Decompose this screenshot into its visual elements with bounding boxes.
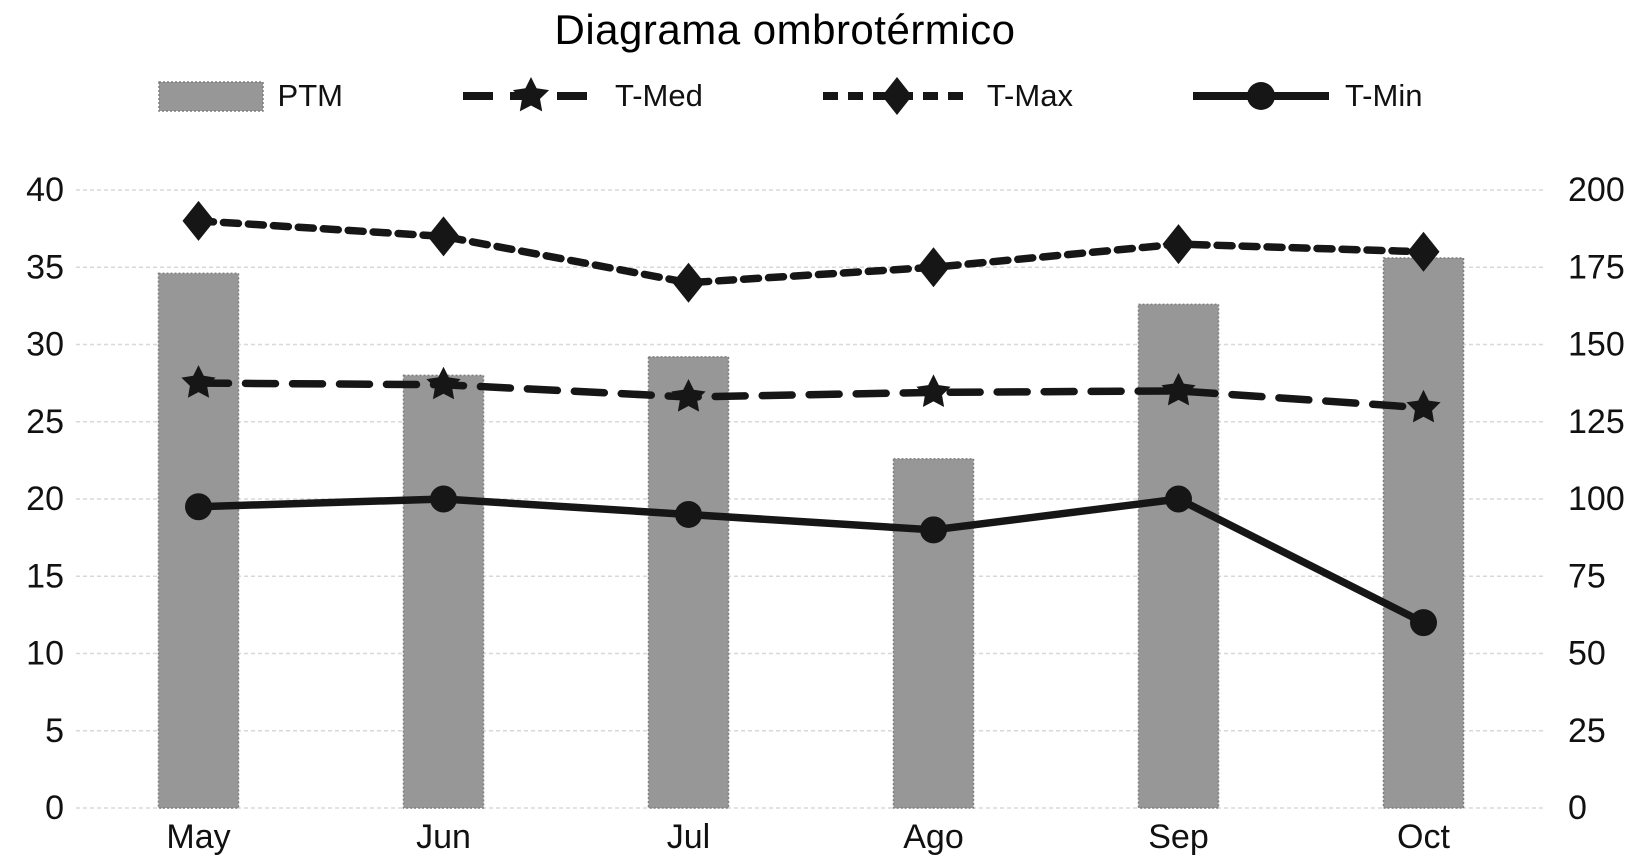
marker-circle-may bbox=[185, 493, 212, 521]
right-axis-tick-label: 75 bbox=[1568, 557, 1606, 595]
right-axis-tick-label: 50 bbox=[1568, 635, 1606, 673]
marker-diamond-sep bbox=[1162, 224, 1195, 265]
x-axis-label-oct: Oct bbox=[1397, 818, 1450, 856]
legend-item-ptm: PTM bbox=[157, 74, 343, 118]
marker-star-sep bbox=[1161, 372, 1196, 406]
right-axis-tick-label: 200 bbox=[1568, 171, 1625, 209]
left-axis-tick-label: 25 bbox=[26, 403, 64, 441]
right-axis-tick-label: 100 bbox=[1568, 480, 1625, 518]
x-axis-label-may: May bbox=[166, 818, 230, 856]
marker-star-may bbox=[181, 365, 216, 398]
x-axis-label-jul: Jul bbox=[667, 818, 710, 856]
bar-jun bbox=[402, 374, 485, 809]
marker-star-oct bbox=[1406, 389, 1441, 423]
legend-label: T-Max bbox=[986, 78, 1073, 113]
left-axis-tick-label: 35 bbox=[26, 248, 64, 286]
marker-star-jul bbox=[671, 379, 706, 412]
marker-circle-jun bbox=[430, 485, 457, 513]
bar-jul bbox=[647, 356, 730, 809]
left-axis-tick-label: 10 bbox=[26, 635, 64, 673]
bar-oct bbox=[1382, 257, 1465, 809]
legend-item-tmax: T-Max bbox=[821, 74, 1073, 118]
marker-diamond-may bbox=[182, 200, 215, 241]
right-axis-tick-label: 0 bbox=[1568, 789, 1587, 827]
bar-may bbox=[157, 272, 240, 809]
line-t-max bbox=[194, 217, 1428, 287]
marker-circle-ago bbox=[920, 516, 947, 544]
marker-circle-sep bbox=[1165, 485, 1192, 513]
solid-line-circle-icon bbox=[1191, 74, 1331, 118]
right-axis-tick-label: 175 bbox=[1568, 248, 1625, 286]
left-axis-tick-label: 40 bbox=[26, 171, 64, 209]
legend-label: PTM bbox=[277, 78, 343, 113]
marker-diamond-jun bbox=[427, 216, 460, 257]
chart-legend: PTM T-Med T-Max T-Min bbox=[0, 74, 1580, 118]
legend-label: T-Med bbox=[614, 78, 703, 113]
marker-diamond-oct bbox=[1407, 231, 1440, 272]
marker-star-jun bbox=[426, 366, 461, 400]
legend-label: T-Min bbox=[1344, 78, 1423, 113]
dashed-line-star-icon bbox=[461, 74, 601, 118]
line-t-min bbox=[194, 495, 1428, 627]
left-axis-tick-label: 30 bbox=[26, 326, 64, 364]
right-axis-tick-label: 150 bbox=[1568, 326, 1625, 364]
left-axis-tick-label: 0 bbox=[45, 789, 64, 827]
dotted-line-diamond-icon bbox=[821, 74, 973, 118]
marker-diamond-ago bbox=[917, 247, 950, 288]
legend-item-tmed: T-Med bbox=[461, 74, 703, 118]
x-axis-label-sep: Sep bbox=[1148, 818, 1209, 856]
chart-title: Diagrama ombrotérmico bbox=[554, 6, 1016, 53]
marker-star-ago bbox=[916, 374, 951, 407]
right-axis-tick-label: 125 bbox=[1568, 403, 1625, 441]
x-axis-label-jun: Jun bbox=[416, 818, 471, 856]
legend-item-tmin: T-Min bbox=[1191, 74, 1423, 118]
bar-ago bbox=[892, 458, 975, 809]
left-axis-tick-label: 5 bbox=[45, 712, 64, 750]
right-axis-tick-label: 25 bbox=[1568, 712, 1606, 750]
bar-swatch-icon bbox=[157, 74, 264, 118]
line-t-med bbox=[194, 379, 1428, 412]
left-axis-tick-label: 20 bbox=[26, 480, 64, 518]
marker-diamond-jul bbox=[672, 262, 705, 303]
left-axis-tick-label: 15 bbox=[26, 557, 64, 595]
marker-circle-jul bbox=[675, 500, 702, 528]
x-axis-label-ago: Ago bbox=[903, 818, 964, 856]
marker-circle-oct bbox=[1410, 609, 1437, 637]
